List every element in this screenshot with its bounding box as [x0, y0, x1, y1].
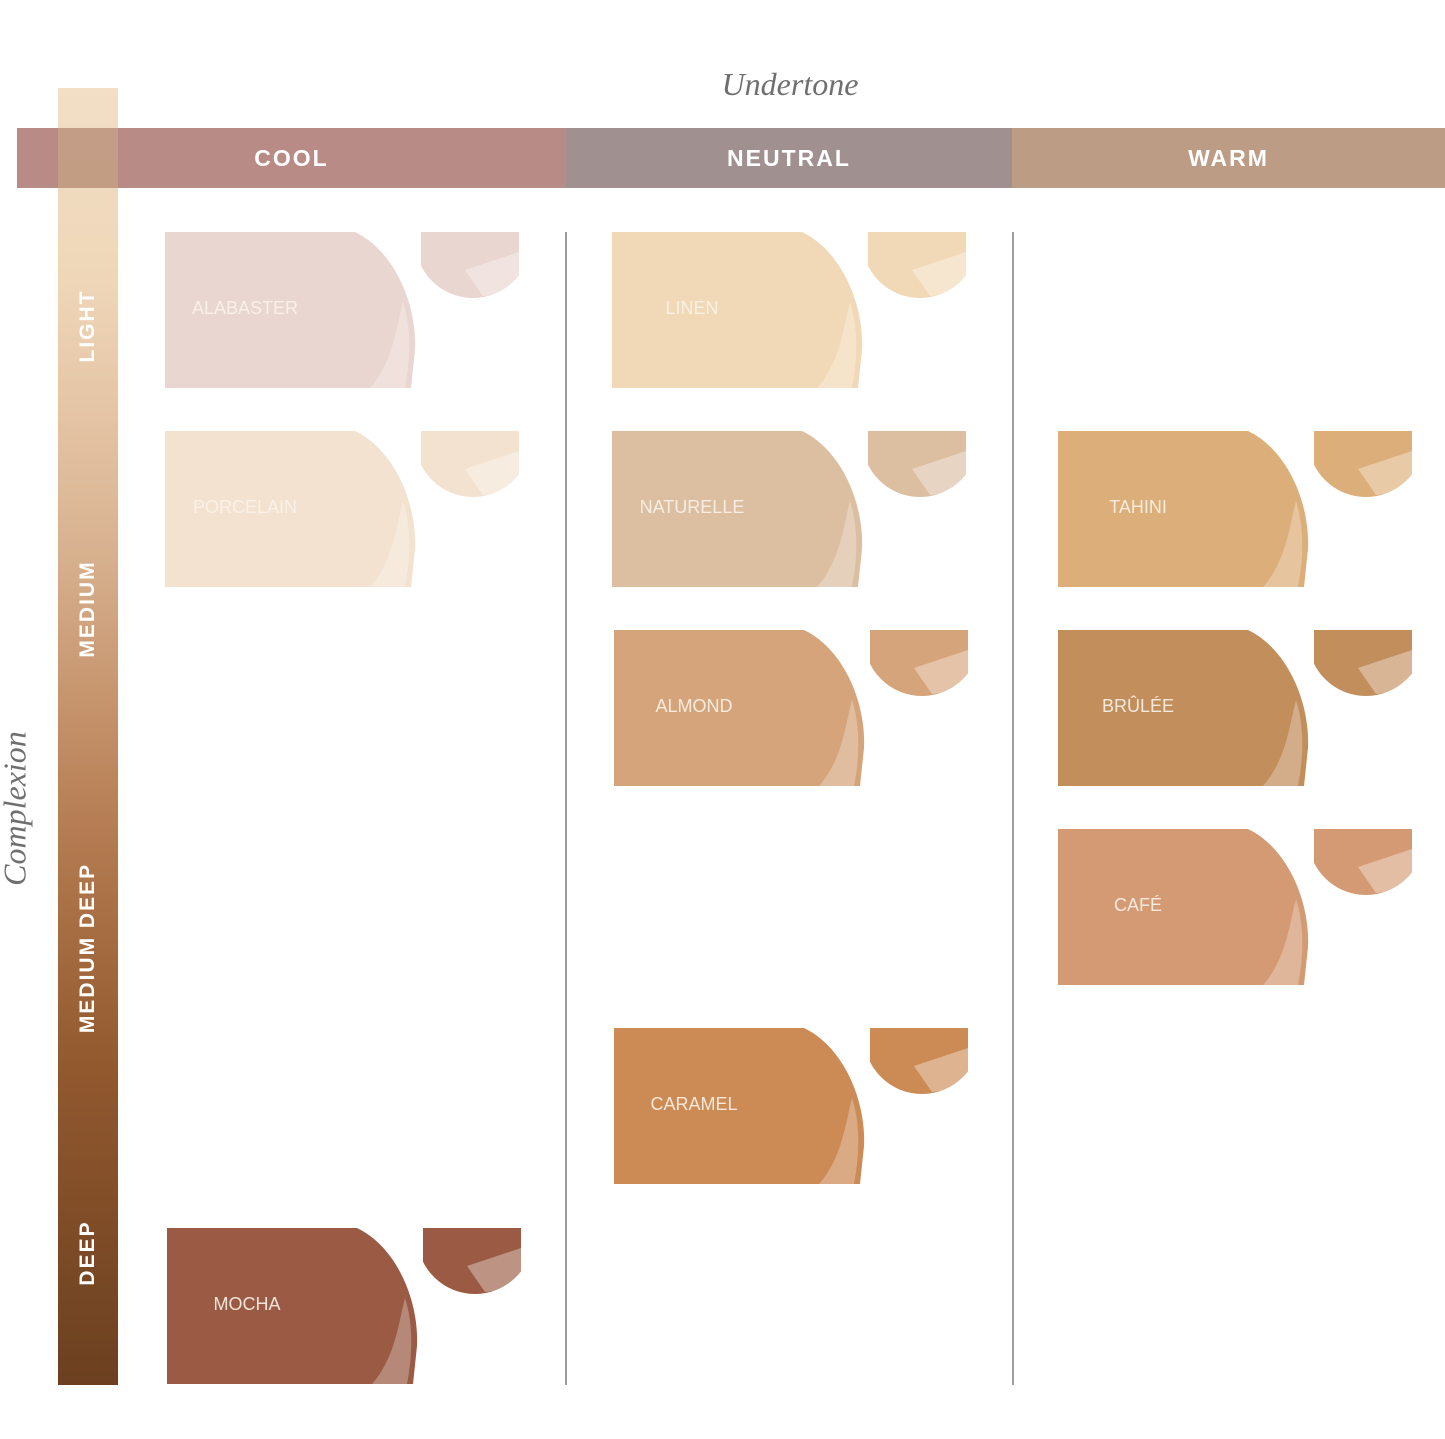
swatch-highlight — [370, 501, 410, 587]
swatch-drop — [421, 232, 519, 298]
shade-swatch-café: CAFÉ — [1058, 829, 1418, 989]
swatch-drop — [1314, 630, 1412, 696]
shade-name: CARAMEL — [650, 1094, 738, 1114]
shade-name: BRÛLÉE — [1101, 696, 1175, 716]
header-neutral: NEUTRAL — [566, 128, 1012, 188]
shade-name: TAHINI — [1109, 497, 1167, 517]
shade-swatch-almond: ALMOND — [614, 630, 974, 790]
shade-swatch-porcelain: PORCELAIN — [165, 431, 525, 591]
shade-name: LINEN — [665, 298, 719, 318]
axis-intersection — [58, 128, 118, 188]
swatch-highlight — [1263, 700, 1303, 786]
shade-name: MOCHA — [213, 1294, 281, 1314]
header-warm: WARM — [1012, 128, 1445, 188]
shade-swatch-mocha: MOCHA — [167, 1228, 527, 1388]
row-label-deep: DEEP — [76, 1220, 99, 1286]
shade-name: NATURELLE — [639, 497, 745, 517]
shade-swatch-linen: LINEN — [612, 232, 972, 392]
swatch-drop — [1314, 829, 1412, 895]
swatch-highlight — [372, 1298, 412, 1384]
swatch-drop — [1314, 431, 1412, 497]
shade-swatch-tahini: TAHINI — [1058, 431, 1418, 591]
swatch-smear — [612, 232, 863, 388]
swatch-drop — [423, 1228, 521, 1294]
swatch-highlight — [819, 700, 859, 786]
swatch-drop — [868, 232, 966, 298]
shade-name: CAFÉ — [1113, 895, 1162, 915]
shade-swatch-brûlée: BRÛLÉE — [1058, 630, 1418, 790]
swatch-smear — [612, 431, 863, 587]
shade-name: PORCELAIN — [192, 497, 298, 517]
complexion-gradient-bar — [58, 88, 118, 1385]
shade-name: ALMOND — [655, 696, 733, 716]
swatch-drop — [870, 630, 968, 696]
swatch-smear — [614, 1028, 865, 1184]
swatch-highlight — [817, 302, 857, 388]
undertone-axis-title: Undertone — [721, 66, 859, 102]
shade-name: ALABASTER — [191, 298, 299, 318]
complexion-axis-title: Complexion — [0, 731, 33, 886]
swatch-highlight — [1263, 899, 1303, 985]
row-label-light: LIGHT — [76, 289, 99, 363]
swatch-smear — [1058, 630, 1309, 786]
swatch-drop — [868, 431, 966, 497]
swatch-smear — [1058, 431, 1309, 587]
swatch-smear — [614, 630, 865, 786]
swatch-smear — [165, 431, 416, 587]
swatch-highlight — [370, 302, 410, 388]
shade-swatch-naturelle: NATURELLE — [612, 431, 972, 591]
shade-swatch-alabaster: ALABASTER — [165, 232, 525, 392]
row-label-medium: MEDIUM — [76, 560, 99, 658]
row-label-medium-deep: MEDIUM DEEP — [76, 862, 99, 1034]
shade-swatch-caramel: CARAMEL — [614, 1028, 974, 1188]
swatch-highlight — [817, 501, 857, 587]
column-divider — [1012, 232, 1014, 1385]
swatch-smear — [167, 1228, 418, 1384]
swatch-drop — [870, 1028, 968, 1094]
column-divider — [565, 232, 567, 1385]
swatch-drop — [421, 431, 519, 497]
swatch-highlight — [819, 1098, 859, 1184]
swatch-smear — [165, 232, 416, 388]
swatch-highlight — [1263, 501, 1303, 587]
swatch-smear — [1058, 829, 1309, 985]
